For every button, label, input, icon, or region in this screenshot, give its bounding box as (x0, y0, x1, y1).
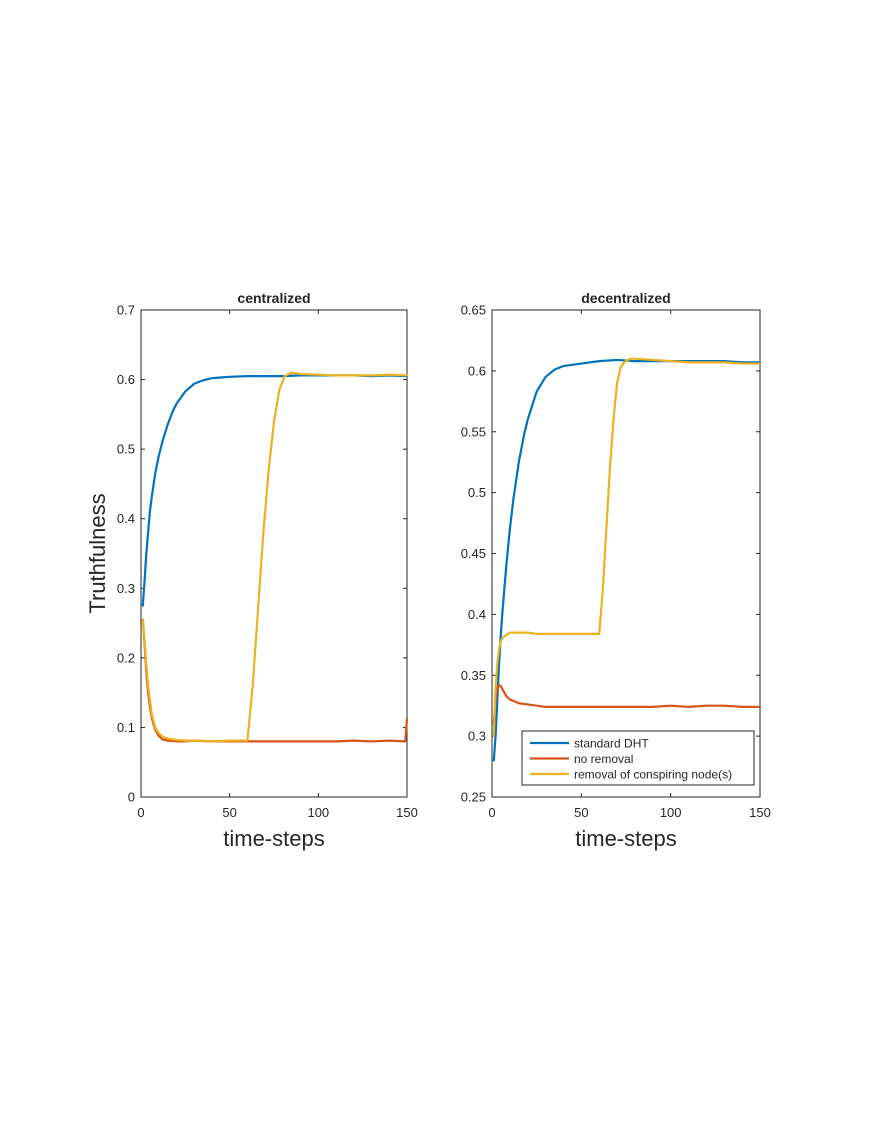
y-tick-label: 0.5 (117, 442, 135, 457)
y-tick-label: 0.45 (461, 546, 486, 561)
series-line-no-removal (492, 683, 762, 726)
y-tick-label: 0 (128, 790, 135, 805)
y-tick-label: 0.25 (461, 790, 486, 805)
plot-area-box (140, 309, 408, 798)
legend-label-no-removal: no removal (574, 752, 633, 766)
y-tick-label: 0.6 (468, 363, 486, 378)
x-tick-label: 150 (396, 805, 418, 820)
y-tick-label: 0.3 (117, 581, 135, 596)
centralized-panel: 0 50 100 150 0 0.1 0.2 0.3 0.4 0.5 0.6 0.7 centraliz… (85, 290, 418, 851)
x-axis-label: time-steps (575, 826, 676, 851)
y-tick-label: 0.5 (468, 485, 486, 500)
series-line-removal-of-conspiring-node-s (492, 357, 762, 738)
y-tick-label: 0.7 (117, 303, 135, 318)
decentralized-panel: 0 50 100 150 0.25 0.3 0.35 0.4 0.45 0.5 0.55 0.6 0.6… (461, 290, 771, 851)
legend-label-standard-dht: standard DHT (574, 736, 649, 750)
x-axis-label: time-steps (223, 826, 324, 851)
y-tick-label: 0.35 (461, 668, 486, 683)
series-line-removal-of-conspiring-node-s (141, 371, 409, 743)
y-tick-label: 0.6 (117, 372, 135, 387)
x-tick-label: 100 (660, 805, 682, 820)
y-tick-label: 0.3 (468, 729, 486, 744)
x-tick-label: 50 (222, 805, 236, 820)
x-tick-label: 0 (488, 805, 495, 820)
y-tick-label: 0.4 (468, 607, 486, 622)
panel-title: centralized (237, 290, 310, 306)
y-tick-label: 0.1 (117, 720, 135, 735)
y-tick-label: 0.55 (461, 424, 486, 439)
plot-area-box (491, 309, 761, 798)
y-tick-label: 0.2 (117, 650, 135, 665)
x-tick-label: 100 (307, 805, 329, 820)
panel-title: decentralized (581, 290, 670, 306)
y-axis-label: Truthfulness (85, 493, 110, 613)
y-tick-label: 0.65 (461, 303, 486, 318)
x-tick-label: 50 (574, 805, 588, 820)
x-tick-label: 150 (749, 805, 771, 820)
x-tick-label: 0 (137, 805, 144, 820)
legend-label-removal-of-conspiring-node-s: removal of conspiring node(s) (574, 767, 732, 781)
y-tick-label: 0.4 (117, 511, 135, 526)
